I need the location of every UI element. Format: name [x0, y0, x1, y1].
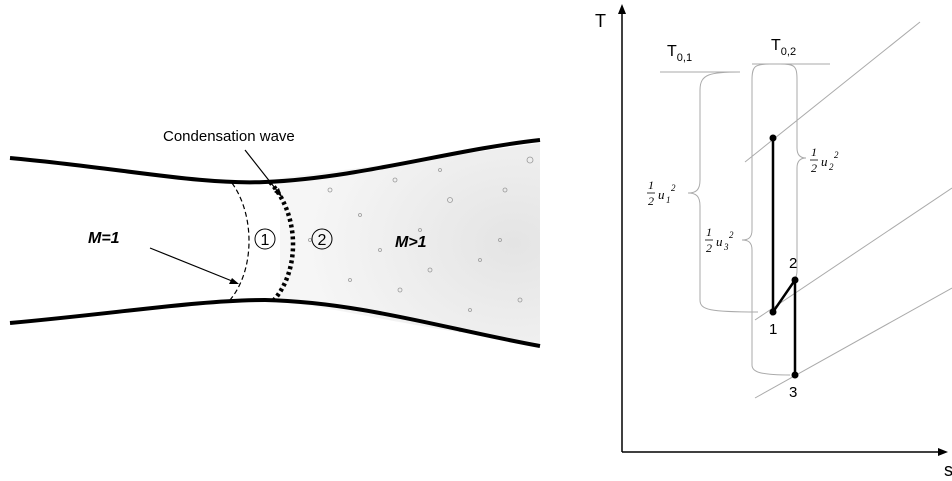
- fraction-den: 2: [706, 241, 712, 255]
- fraction-den: 2: [648, 194, 654, 208]
- nozzle: Condensation wave M=1 1 2 M>1: [10, 128, 540, 346]
- arrow: [150, 248, 237, 283]
- arrow-head: [229, 278, 239, 284]
- variable: u: [821, 154, 828, 169]
- isobars: [660, 22, 952, 398]
- arrow-head: [618, 4, 626, 14]
- label-sub: 0,2: [781, 46, 796, 58]
- subscript: 3: [723, 242, 729, 252]
- point-label: 1: [769, 321, 777, 338]
- superscript: 2: [671, 183, 676, 193]
- label-base: T: [771, 37, 781, 54]
- arrow: [245, 150, 282, 197]
- point-label: 2: [789, 255, 797, 272]
- state-point: [792, 277, 799, 284]
- x-axis-label: s: [944, 460, 952, 480]
- throat-label: M=1: [88, 230, 120, 247]
- y-axis-label: T: [595, 11, 606, 31]
- fraction-den: 2: [811, 161, 817, 175]
- subscript: 2: [829, 162, 834, 172]
- superscript: 2: [834, 150, 839, 160]
- supersonic-label: M>1: [395, 234, 427, 251]
- figure: Condensation wave M=1 1 2 M>1 T s: [0, 0, 952, 481]
- subscript: 1: [666, 195, 671, 205]
- annotation: Condensation wave: [163, 128, 295, 145]
- ts-diagram: T s 1 2 3 T0,1 T0,2: [595, 4, 952, 480]
- state-point: [770, 309, 777, 316]
- variable: u: [658, 187, 665, 202]
- superscript: 2: [729, 230, 734, 240]
- state-point: [792, 372, 799, 379]
- variable: u: [716, 234, 723, 249]
- stagnation-label: T0,2: [771, 37, 796, 58]
- point-label: 3: [789, 384, 797, 401]
- region-label: 2: [318, 232, 327, 249]
- fraction-num: 1: [811, 145, 817, 159]
- fraction-num: 1: [648, 178, 654, 192]
- label-sub: 0,1: [677, 52, 692, 64]
- fraction-num: 1: [706, 225, 712, 239]
- label-base: T: [667, 43, 677, 60]
- state-point: [770, 135, 777, 142]
- stagnation-label: T0,1: [667, 43, 692, 64]
- arrow-head: [938, 448, 948, 456]
- region-label: 1: [261, 232, 270, 249]
